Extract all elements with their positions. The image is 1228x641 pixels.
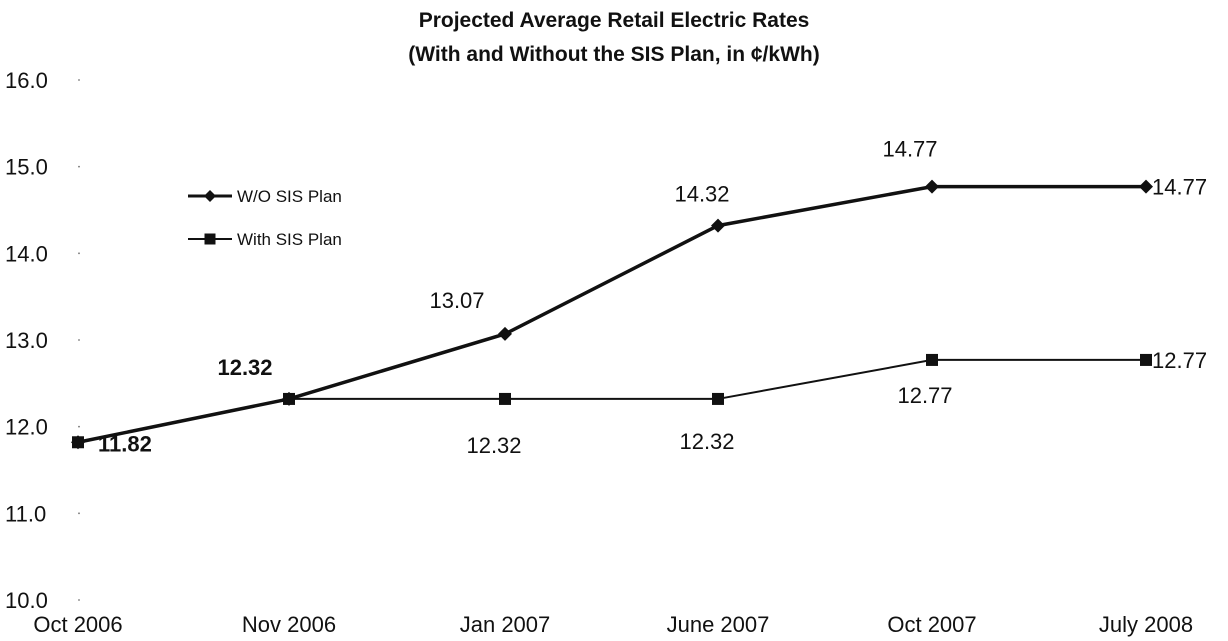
data-label-with-sis: 12.32: [679, 429, 734, 454]
y-tick-mark: [78, 512, 80, 515]
y-tick-label: 11.0: [5, 501, 46, 526]
y-tick-mark: [78, 79, 80, 81]
marker-with-sis: [1140, 353, 1152, 366]
y-tick-mark: [78, 165, 80, 168]
data-label-without-sis: 11.82: [98, 431, 152, 456]
y-tick-mark: [78, 252, 80, 255]
chart-title-line2: (With and Without the SIS Plan, in ¢/kWh…: [408, 43, 820, 66]
series-line-without-sis: [77, 184, 1146, 444]
data-label-without-sis: 14.77: [882, 137, 937, 162]
y-tick-label: 13.0: [5, 328, 48, 353]
y-tick-label: 12.0: [5, 415, 48, 440]
chart-title-line1: Projected Average Retail Electric Rates: [418, 9, 810, 32]
data-label-with-sis: 12.77: [897, 383, 952, 408]
x-tick-label: Nov 2006: [242, 612, 336, 637]
marker-without-sis: [711, 218, 725, 233]
data-label-without-sis: 14.32: [674, 182, 729, 207]
x-tick-label: Jan 2007: [460, 612, 551, 637]
y-tick-label: 16.0: [5, 68, 48, 93]
y-tick-label: 15.0: [5, 155, 48, 180]
marker-without-sis: [498, 326, 512, 341]
marker-without-sis: [282, 391, 296, 406]
data-label-with-sis: 12.32: [466, 433, 521, 458]
y-tick-label: 10.0: [5, 588, 48, 613]
legend-label-with-sis: With SIS Plan: [237, 230, 342, 249]
legend-label-without-sis: W/O SIS Plan: [237, 187, 342, 206]
y-tick-mark: [78, 339, 80, 341]
marker-without-sis: [71, 435, 85, 450]
x-tick-label: June 2007: [667, 612, 770, 637]
marker-with-sis: [712, 392, 724, 405]
data-label-with-sis: 12.77: [1152, 348, 1207, 373]
x-tick-label: July 2008: [1099, 612, 1193, 637]
marker-with-sis: [926, 353, 938, 366]
data-label-without-sis: 12.32: [217, 355, 272, 380]
marker-without-sis: [1139, 179, 1153, 194]
x-tick-label: Oct 2007: [887, 612, 976, 637]
data-label-without-sis: 14.77: [1152, 175, 1207, 200]
y-tick-mark: [78, 599, 80, 601]
marker-without-sis: [925, 179, 939, 194]
data-label-without-sis: 13.07: [429, 288, 484, 313]
x-tick-label: Oct 2006: [33, 612, 122, 637]
y-tick-mark: [78, 425, 80, 428]
legend-marker-with-sis: [204, 233, 216, 245]
marker-with-sis: [499, 392, 511, 405]
legend-marker-without-sis: [204, 190, 216, 202]
y-tick-label: 14.0: [5, 241, 48, 266]
